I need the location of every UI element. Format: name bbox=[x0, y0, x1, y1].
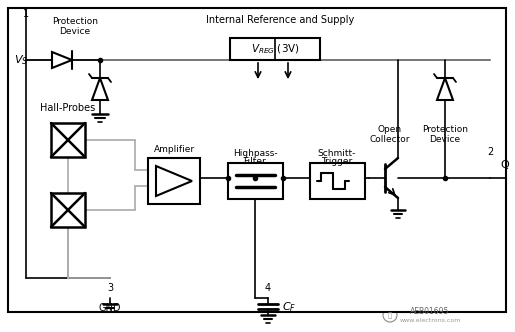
Text: 1: 1 bbox=[23, 9, 29, 19]
Text: $V_{REG}$ (3V): $V_{REG}$ (3V) bbox=[251, 42, 299, 56]
Text: Q: Q bbox=[501, 160, 509, 170]
Text: Amplifier: Amplifier bbox=[153, 145, 195, 154]
Text: $C_F$: $C_F$ bbox=[282, 300, 296, 314]
Text: Protection: Protection bbox=[422, 125, 468, 134]
Text: GND: GND bbox=[99, 303, 121, 313]
Text: Device: Device bbox=[59, 27, 91, 36]
Text: www.electrons.com: www.electrons.com bbox=[399, 318, 461, 323]
Text: Protection: Protection bbox=[52, 18, 98, 27]
Bar bbox=[228, 163, 283, 199]
Bar bbox=[310, 163, 365, 199]
Text: 电: 电 bbox=[388, 312, 392, 318]
Text: Schmitt-: Schmitt- bbox=[318, 148, 356, 157]
Text: $V_S$: $V_S$ bbox=[14, 53, 28, 67]
Text: Highpass-: Highpass- bbox=[233, 148, 277, 157]
Bar bbox=[148, 158, 200, 204]
Text: AEB01695: AEB01695 bbox=[410, 307, 450, 316]
Text: 4: 4 bbox=[265, 283, 271, 293]
Polygon shape bbox=[156, 166, 192, 196]
Text: 3: 3 bbox=[107, 283, 113, 293]
Text: Device: Device bbox=[430, 134, 460, 143]
Polygon shape bbox=[437, 78, 453, 100]
Polygon shape bbox=[52, 52, 72, 68]
Bar bbox=[230, 38, 320, 60]
Text: Collector: Collector bbox=[370, 134, 410, 143]
Bar bbox=[51, 193, 85, 227]
Text: Hall-Probes: Hall-Probes bbox=[40, 103, 96, 113]
Polygon shape bbox=[92, 78, 108, 100]
Text: Open: Open bbox=[378, 125, 402, 134]
Text: Internal Reference and Supply: Internal Reference and Supply bbox=[206, 15, 354, 25]
Text: Filter: Filter bbox=[244, 156, 266, 165]
Bar bbox=[51, 123, 85, 157]
Text: 2: 2 bbox=[487, 147, 493, 157]
Text: Trigger: Trigger bbox=[321, 156, 353, 165]
